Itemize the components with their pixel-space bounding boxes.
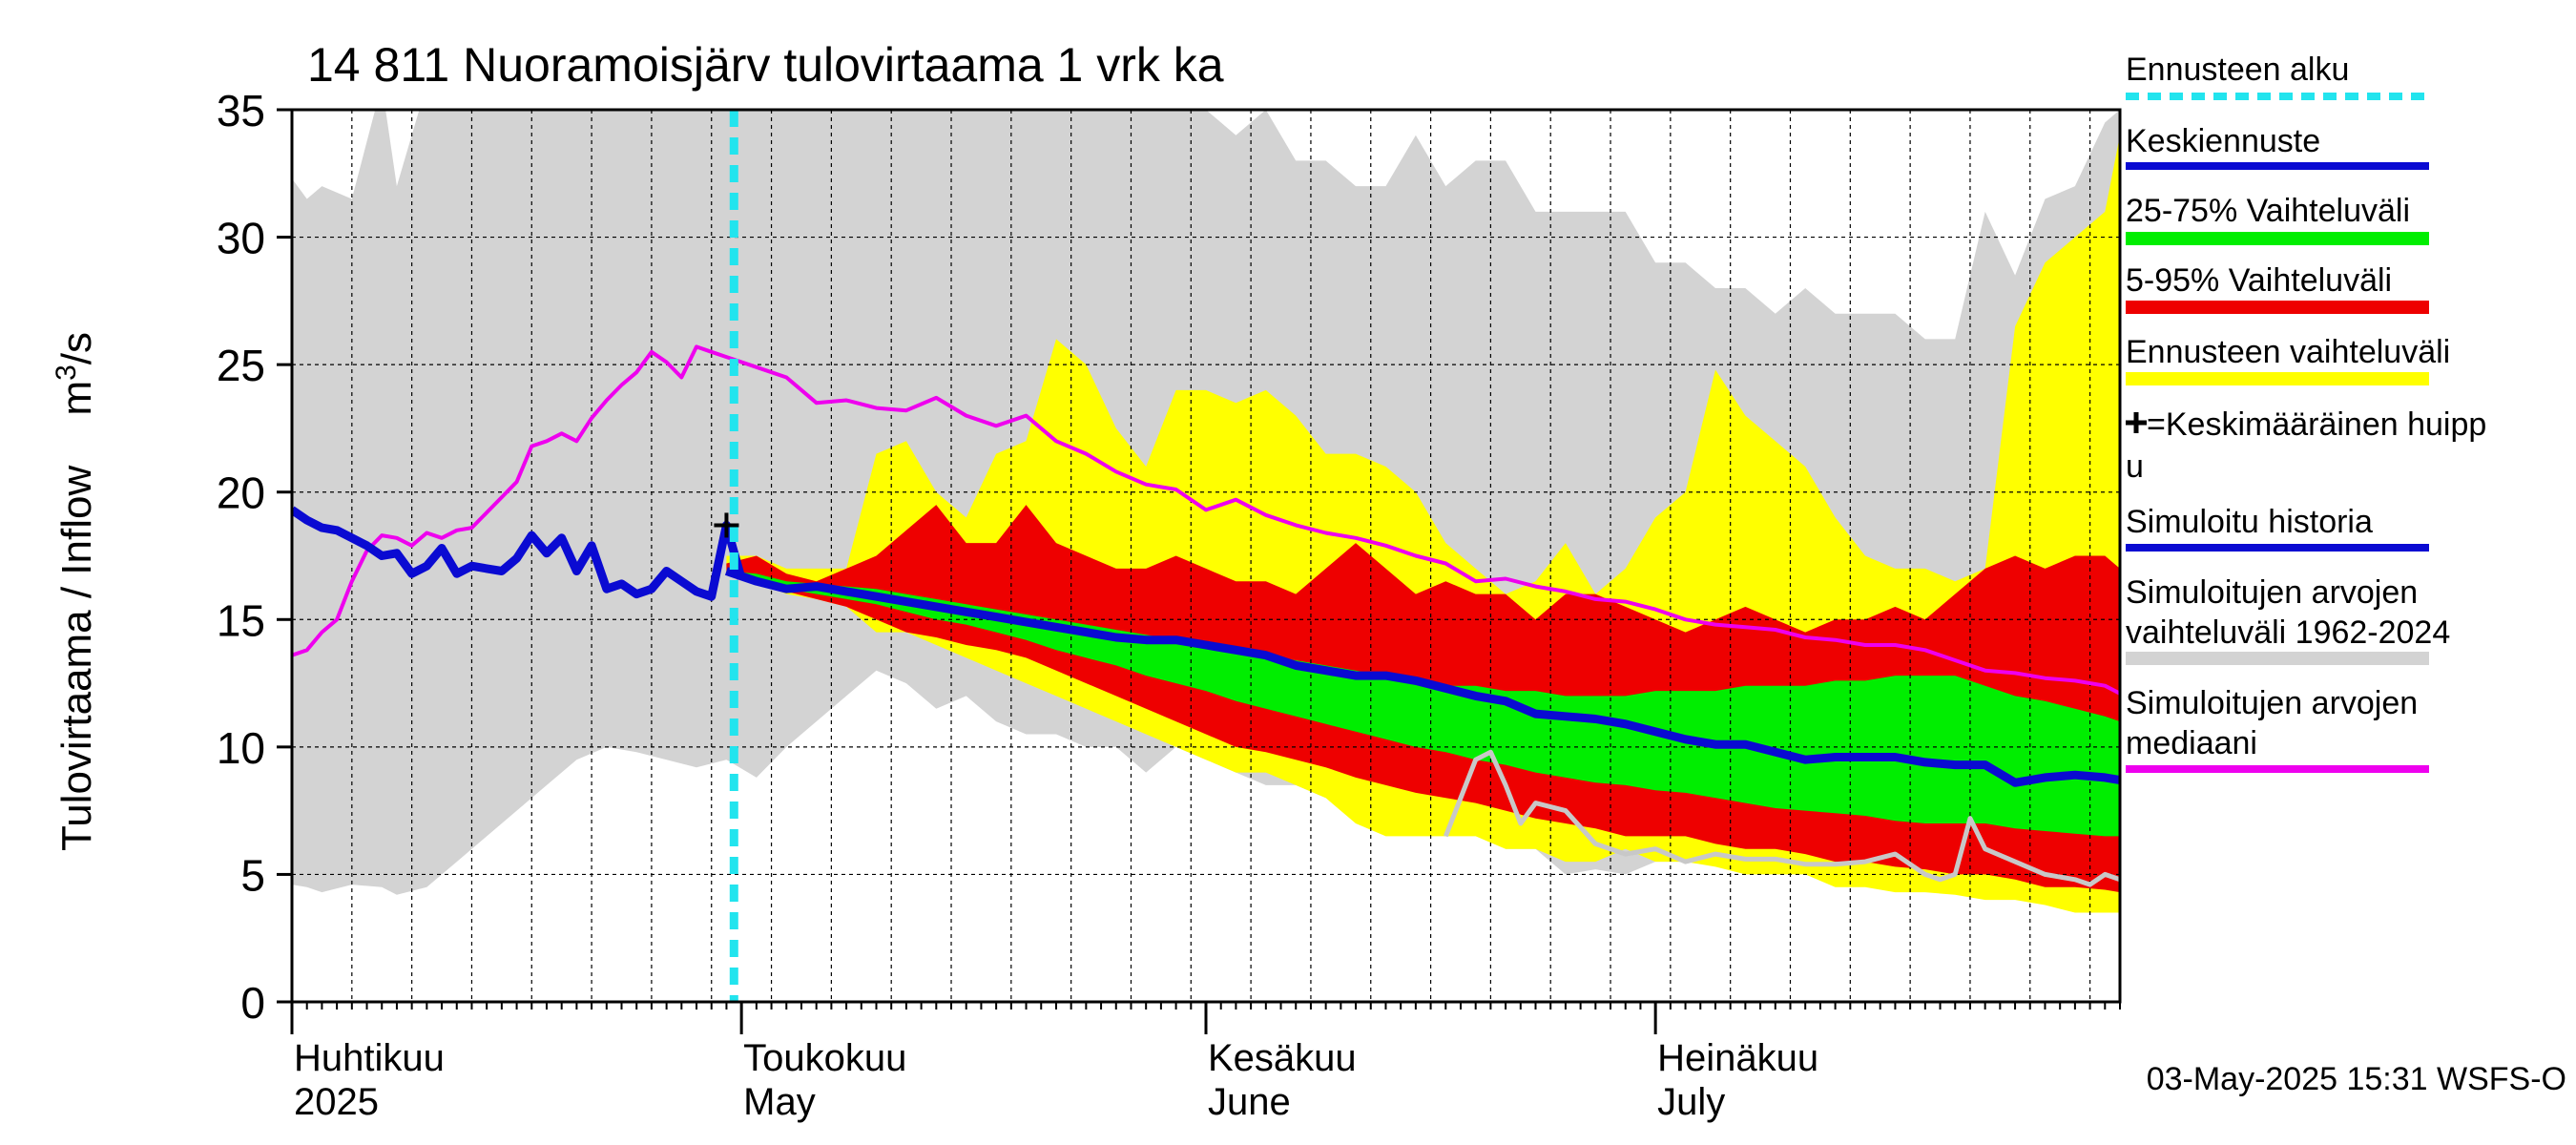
- legend-item: 5-95% Vaihteluväli: [2126, 262, 2429, 314]
- grey-simulation-trace: [1443, 749, 2120, 887]
- y-tick-label: 10: [217, 723, 265, 773]
- legend-label: Simuloitujen arvojen: [2126, 574, 2418, 611]
- x-month-sublabel: 2025: [294, 1081, 379, 1123]
- x-month-sublabel: May: [743, 1081, 816, 1123]
- y-tick-label: 35: [217, 86, 265, 135]
- y-tick-label: 15: [217, 595, 265, 645]
- y-tick-label: 5: [240, 850, 265, 900]
- y-axis-unit-tail: /s: [53, 332, 100, 364]
- legend-label: vaihteluväli 1962-2024: [2126, 614, 2450, 651]
- median-line: [292, 344, 2120, 696]
- legend-label: Keskiennuste: [2126, 123, 2320, 159]
- y-axis: 0 5 10 15 20 25 30 35: [217, 86, 292, 1028]
- legend-label: =Keskimääräinen huipp: [2147, 406, 2486, 443]
- y-axis-label: Tulovirtaama / Inflow m3/s: [51, 332, 100, 851]
- mean-forecast-line: [724, 567, 2120, 787]
- timestamp: 03-May-2025 15:31 WSFS-O: [2147, 1061, 2566, 1097]
- y-tick-label: 25: [217, 341, 265, 390]
- legend-item: Ennusteen vaihteluväli: [2126, 334, 2450, 385]
- lines-layer: [292, 110, 2120, 1002]
- legend-label: Ennusteen alku: [2126, 52, 2349, 88]
- x-month-label: Toukokuu: [743, 1037, 906, 1079]
- simulated-history-line: [292, 506, 746, 601]
- y-tick-label: 0: [240, 978, 265, 1028]
- x-month-label: Heinäkuu: [1657, 1037, 1818, 1079]
- y-axis-unit-m: m: [53, 381, 100, 416]
- legend-item: Simuloitu historia: [2126, 504, 2429, 552]
- y-tick-label: 20: [217, 468, 265, 518]
- legend-item: Keskiennuste: [2126, 123, 2429, 170]
- grid-layer: [292, 110, 2120, 1002]
- bands-layer: [292, 110, 2120, 913]
- x-month-label: Kesäkuu: [1208, 1037, 1357, 1079]
- band-25-75: [726, 571, 2120, 837]
- legend-item: Ennusteen alku: [2126, 52, 2429, 100]
- legend-label: u: [2126, 448, 2144, 485]
- x-month-sublabel: June: [1208, 1081, 1291, 1123]
- mean-peak-marker: [714, 512, 739, 538]
- plot-area: [292, 110, 2120, 1002]
- legend-label: Simuloitu historia: [2126, 504, 2373, 540]
- legend-item: Simuloitujen arvojen mediaani: [2126, 685, 2429, 773]
- legend-label: 25-75% Vaihteluväli: [2126, 193, 2410, 229]
- legend-item: 25-75% Vaihteluväli: [2126, 193, 2429, 245]
- legend-label: Ennusteen vaihteluväli: [2126, 334, 2450, 370]
- x-month-label: Huhtikuu: [294, 1037, 445, 1079]
- legend: Ennusteen alku Keskiennuste 25-75% Vaihtel…: [2126, 52, 2486, 773]
- legend-label: mediaani: [2126, 725, 2257, 761]
- legend-label: 5-95% Vaihteluväli: [2126, 262, 2392, 299]
- legend-label: Simuloitujen arvojen: [2126, 685, 2418, 721]
- y-tick-label: 30: [217, 214, 265, 263]
- x-month-sublabel: July: [1657, 1081, 1725, 1123]
- y-axis-label-main: Tulovirtaama / Inflow: [53, 466, 100, 852]
- chart-title: 14 811 Nuoramoisjärv tulovirtaama 1 vrk …: [307, 38, 1224, 92]
- y-axis-unit-sup: 3: [51, 364, 82, 381]
